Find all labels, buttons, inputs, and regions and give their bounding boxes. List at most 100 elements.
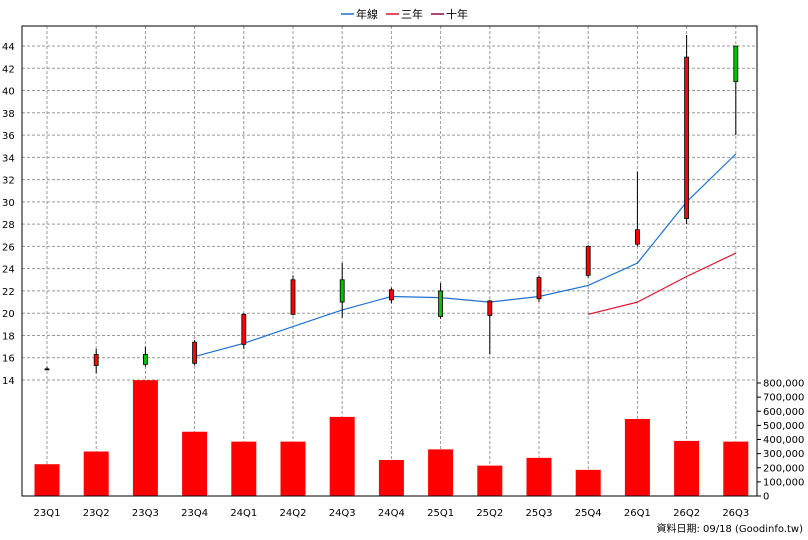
volume-bar: [231, 441, 257, 496]
volume-tick-label: 800,000: [763, 379, 804, 390]
price-tick-label: 32: [2, 176, 15, 187]
volume-bar: [280, 441, 306, 496]
price-tick-label: 26: [2, 242, 15, 253]
x-tick-label: 25Q1: [427, 508, 454, 519]
volume-tick-label: 100,000: [763, 477, 804, 488]
legend-label-1: 三年: [401, 7, 423, 21]
price-tick-label: 44: [2, 42, 15, 53]
candle-body: [684, 56, 689, 219]
footer-source: 資料日期: 09/18 (Goodinfo.tw): [656, 522, 803, 535]
volume-tick-label: 500,000: [763, 421, 804, 432]
candle-body: [290, 279, 296, 315]
ma-line: [588, 252, 737, 315]
x-tick-label: 26Q3: [722, 508, 749, 519]
x-axis: 23Q1 23Q2 23Q3 23Q4 24Q1 24Q2 24Q3 24Q4 25Q1 25Q2…: [34, 508, 750, 519]
candle: [487, 299, 493, 355]
ma-line: [194, 153, 737, 358]
price-tick-label: 40: [2, 87, 15, 98]
volume-bar: [378, 459, 404, 496]
candlesticks: [44, 34, 739, 374]
volume-bar: [428, 449, 454, 496]
volume-bar: [34, 464, 60, 496]
candle: [93, 348, 99, 374]
x-tick-label: 25Q3: [526, 508, 553, 519]
x-tick-label: 23Q3: [132, 508, 159, 519]
volume-tick-label: 600,000: [763, 407, 804, 418]
price-tick-label: 36: [2, 131, 15, 142]
candle: [142, 346, 148, 367]
legend-label-2: 十年: [446, 7, 468, 21]
grid: [22, 26, 757, 496]
price-tick-label: 42: [2, 64, 15, 75]
volume-tick-label: 300,000: [763, 449, 804, 460]
volume-tick-label: 700,000: [763, 393, 804, 404]
price-tick-label: 22: [2, 287, 15, 298]
candle: [733, 45, 739, 136]
volume-bar: [83, 451, 109, 496]
x-tick-label: 24Q4: [378, 508, 405, 519]
x-tick-label: 25Q2: [476, 508, 503, 519]
price-tick-label: 14: [2, 376, 15, 387]
price-tick-label: 16: [2, 354, 15, 365]
x-tick-label: 26Q2: [673, 508, 700, 519]
x-tick-label: 26Q1: [624, 508, 651, 519]
volume-bar: [477, 465, 503, 496]
candle: [290, 275, 296, 316]
x-tick-label: 25Q4: [575, 508, 602, 519]
volume-tick-label: 0: [763, 492, 769, 503]
volume-bar: [526, 457, 552, 496]
candle: [192, 339, 198, 366]
volume-bars: [34, 380, 749, 496]
candle-body: [241, 313, 247, 345]
candle: [635, 171, 640, 247]
price-axis: 14 16 18 20 22 24 26 28 30 32 34 36 38 40 42 44: [2, 42, 15, 387]
volume-bar: [132, 380, 158, 496]
candle: [536, 275, 542, 303]
legend: 年線 三年 十年: [341, 7, 468, 21]
x-tick-label: 24Q3: [329, 508, 356, 519]
legend-label-0: 年線: [356, 7, 378, 21]
volume-bar: [575, 469, 601, 496]
volume-bar: [182, 431, 208, 496]
price-tick-label: 34: [2, 153, 15, 164]
price-tick-label: 20: [2, 309, 15, 320]
x-tick-label: 23Q1: [34, 508, 61, 519]
volume-bar: [723, 441, 749, 496]
candle-body: [339, 279, 345, 303]
x-tick-label: 24Q2: [280, 508, 307, 519]
x-tick-label: 23Q2: [83, 508, 110, 519]
plot-frame: [21, 25, 758, 497]
price-tick-label: 30: [2, 198, 15, 209]
price-tick-label: 28: [2, 220, 15, 231]
candle-body: [733, 45, 739, 83]
candle-body: [585, 245, 591, 276]
x-tick-label: 24Q1: [230, 508, 257, 519]
candle: [241, 313, 247, 349]
candle-body: [93, 353, 99, 366]
candle: [44, 366, 50, 371]
x-tick-label: 23Q4: [181, 508, 208, 519]
candle-body: [487, 300, 493, 316]
candle-body: [192, 341, 198, 364]
volume-bar: [329, 416, 355, 496]
volume-bar: [624, 419, 650, 496]
candle-body: [142, 353, 148, 365]
candle-body: [438, 290, 444, 317]
candle-body: [388, 289, 394, 301]
candle: [585, 245, 591, 278]
price-tick-label: 24: [2, 265, 15, 276]
volume-bar: [674, 440, 700, 496]
candle-body: [536, 277, 542, 300]
candle-body: [635, 229, 640, 245]
moving-average-lines: [194, 153, 737, 358]
price-tick-label: 38: [2, 109, 15, 120]
price-tick-label: 18: [2, 331, 15, 342]
volume-tick-label: 400,000: [763, 435, 804, 446]
candle-body: [44, 368, 50, 371]
candle: [388, 287, 394, 304]
volume-axis: 0 100,000 200,000 300,000 400,000 500,000 600,…: [757, 379, 804, 503]
candle: [339, 263, 345, 318]
volume-tick-label: 200,000: [763, 463, 804, 474]
candle: [684, 34, 689, 225]
